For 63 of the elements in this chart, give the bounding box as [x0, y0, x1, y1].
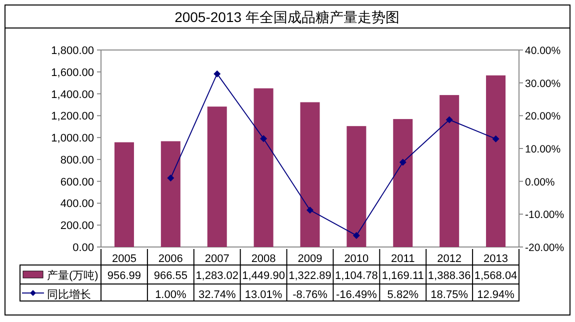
x-tick-label: 2007	[204, 253, 230, 265]
data-label: 13.01%	[244, 289, 282, 301]
data-label: 32.74%	[198, 289, 236, 301]
bar	[300, 102, 320, 247]
y2-tick-label: 10.00%	[525, 144, 561, 156]
y-tick-label: 1,400.00	[51, 88, 94, 101]
x-tick-label: 2009	[298, 253, 322, 265]
y-tick-label: 600.00	[60, 176, 94, 188]
x-tick-label: 2006	[158, 253, 183, 265]
data-label: 1,283.02	[196, 270, 239, 282]
x-tick-label: 2008	[251, 253, 276, 265]
data-label: 18.75%	[430, 289, 468, 301]
y-tick-label: 200.00	[60, 220, 94, 232]
data-label: 1,388.36	[428, 270, 471, 282]
bar	[440, 95, 460, 247]
bar	[486, 75, 506, 247]
y-tick-label: 0.00	[72, 242, 94, 254]
data-label: 12.94%	[477, 289, 515, 301]
y-tick-label: 1,200.00	[51, 110, 94, 123]
data-label: 5.82%	[387, 289, 419, 301]
data-label: 1,568.04	[474, 270, 518, 282]
y-tick-label: 1,800.00	[51, 45, 94, 57]
point	[260, 135, 268, 142]
data-label: 1.00%	[155, 289, 186, 301]
y2-tick-label: 40.00%	[525, 45, 561, 57]
bar	[207, 106, 227, 247]
legend-label: 同比增长	[47, 288, 91, 301]
x-tick-label: 2011	[391, 253, 415, 265]
bar	[254, 88, 274, 247]
point	[446, 116, 453, 124]
x-tick-label: 2010	[344, 253, 369, 265]
data-label: 1,449.90	[242, 270, 285, 282]
y2-tick-label: 30.00%	[525, 78, 561, 90]
bar	[346, 126, 366, 247]
legend-label: 产量(万吨)	[47, 269, 98, 282]
data-label: 1,322.89	[288, 270, 332, 282]
data-label: -16.49%	[336, 289, 378, 301]
y-tick-label: 1,600.00	[51, 66, 94, 79]
point	[167, 174, 174, 182]
point	[306, 206, 314, 214]
y-tick-label: 1,000.00	[51, 132, 94, 145]
data-label: 966.55	[154, 270, 188, 282]
y-tick-label: 400.00	[60, 198, 94, 210]
bar	[393, 119, 413, 247]
y2-tick-label: 20.00%	[525, 110, 561, 123]
data-label: 1,169.11	[382, 270, 424, 282]
bar	[160, 141, 180, 247]
data-label: 1,104.78	[335, 270, 378, 282]
point	[399, 158, 406, 166]
x-tick-label: 2012	[437, 253, 462, 265]
bar	[114, 142, 134, 247]
chart-title: 2005-2013 年全国成品糖产量走势图	[174, 9, 400, 25]
data-label: -8.76%	[292, 289, 328, 301]
point	[492, 135, 500, 142]
data-label: 956.99	[107, 270, 142, 282]
y2-tick-label: -10.00%	[525, 209, 564, 222]
x-tick-label: 2013	[484, 253, 508, 265]
y2-tick-label: 0.00%	[525, 176, 555, 188]
point	[352, 232, 360, 239]
y-tick-label: 800.00	[60, 154, 94, 166]
y2-tick-label: -20.00%	[525, 242, 564, 254]
point	[214, 70, 221, 78]
x-tick-label: 2005	[112, 253, 136, 265]
